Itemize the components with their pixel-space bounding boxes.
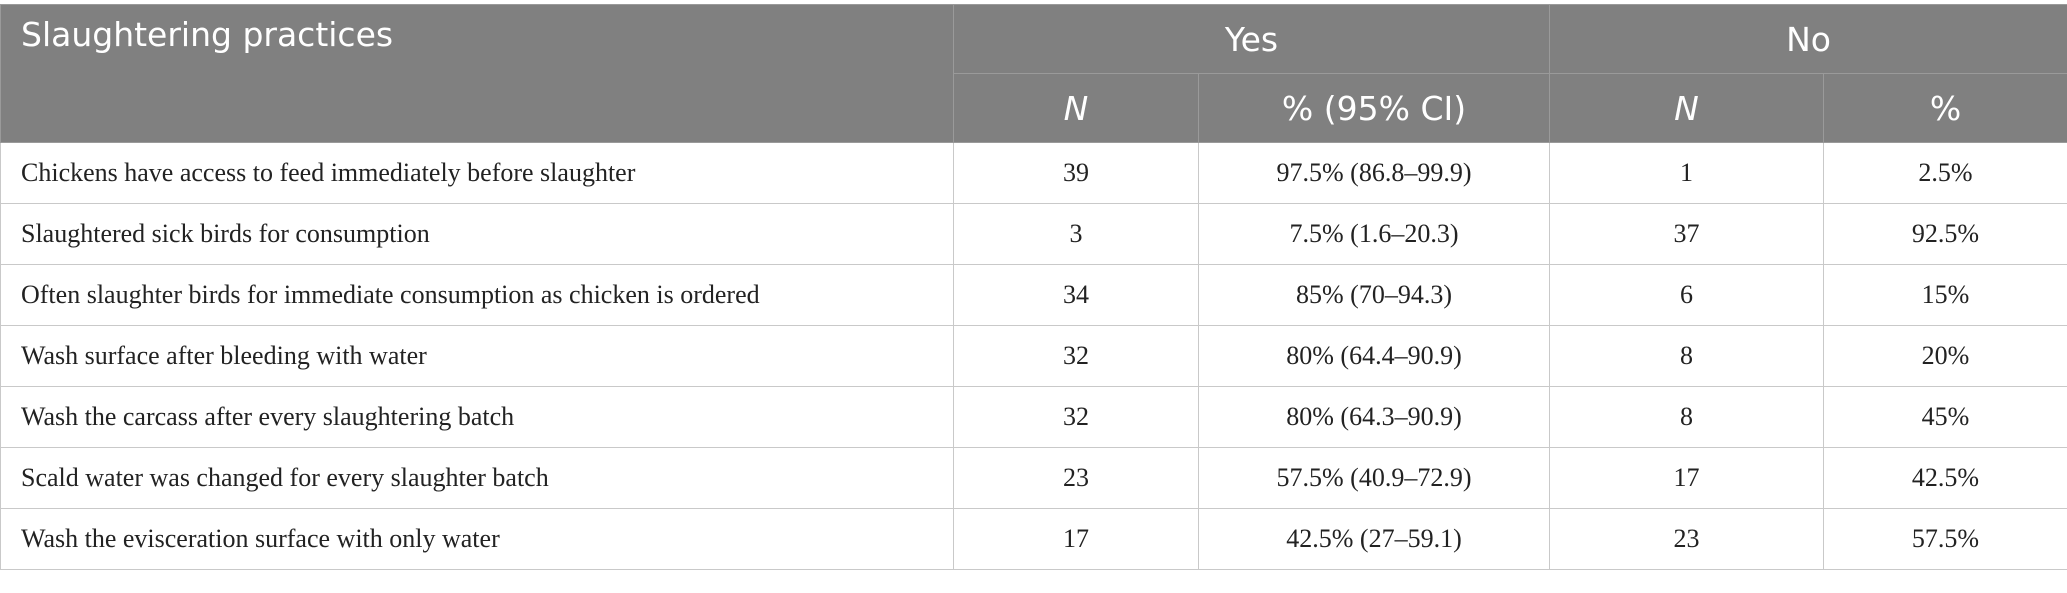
cell: 32 — [954, 326, 1199, 387]
table-row: Wash the evisceration surface with only … — [1, 509, 2067, 570]
table-row: Chickens have access to feed immediately… — [1, 143, 2067, 204]
row-label: Wash surface after bleeding with water — [1, 326, 954, 387]
cell: 80% (64.3–90.9) — [1199, 387, 1550, 448]
row-label: Wash the evisceration surface with only … — [1, 509, 954, 570]
cell: 2.5% — [1824, 143, 2067, 204]
cell: 20% — [1824, 326, 2067, 387]
row-label: Often slaughter birds for immediate cons… — [1, 265, 954, 326]
group-header: Yes — [954, 5, 1550, 74]
cell: 23 — [1550, 509, 1824, 570]
subheader: N — [1550, 74, 1824, 143]
cell: 34 — [954, 265, 1199, 326]
header-row: Slaughtering practices Yes No — [1, 5, 2067, 74]
cell: 8 — [1550, 326, 1824, 387]
cell: 42.5% (27–59.1) — [1199, 509, 1550, 570]
cell: 3 — [954, 204, 1199, 265]
row-label: Scald water was changed for every slaugh… — [1, 448, 954, 509]
row-label: Slaughtered sick birds for consumption — [1, 204, 954, 265]
cell: 7.5% (1.6–20.3) — [1199, 204, 1550, 265]
cell: 17 — [954, 509, 1199, 570]
table-header: Slaughtering practices Yes No N% (95% CI… — [1, 5, 2067, 143]
cell: 80% (64.4–90.9) — [1199, 326, 1550, 387]
cell: 6 — [1550, 265, 1824, 326]
header-title: Slaughtering practices — [1, 5, 954, 143]
cell: 97.5% (86.8–99.9) — [1199, 143, 1550, 204]
table-row: Often slaughter birds for immediate cons… — [1, 265, 2067, 326]
cell: 23 — [954, 448, 1199, 509]
page: Slaughtering practices Yes No N% (95% CI… — [0, 4, 2067, 593]
cell: 17 — [1550, 448, 1824, 509]
cell: 37 — [1550, 204, 1824, 265]
cell: 85% (70–94.3) — [1199, 265, 1550, 326]
cell: 92.5% — [1824, 204, 2067, 265]
row-label: Chickens have access to feed immediately… — [1, 143, 954, 204]
subheader: N — [954, 74, 1199, 143]
cell: 42.5% — [1824, 448, 2067, 509]
cell: 57.5% (40.9–72.9) — [1199, 448, 1550, 509]
table-body: Chickens have access to feed immediately… — [1, 143, 2067, 570]
subheader: % (95% CI) — [1199, 74, 1550, 143]
cell: 15% — [1824, 265, 2067, 326]
cell: 8 — [1550, 387, 1824, 448]
table-row: Scald water was changed for every slaugh… — [1, 448, 2067, 509]
row-label: Wash the carcass after every slaughterin… — [1, 387, 954, 448]
cell: 45% — [1824, 387, 2067, 448]
subheader: % — [1824, 74, 2067, 143]
cell: 32 — [954, 387, 1199, 448]
data-table: Slaughtering practices Yes No N% (95% CI… — [0, 4, 2067, 570]
table-row: Wash the carcass after every slaughterin… — [1, 387, 2067, 448]
cell: 57.5% — [1824, 509, 2067, 570]
cell: 39 — [954, 143, 1199, 204]
group-header: No — [1550, 5, 2067, 74]
cell: 1 — [1550, 143, 1824, 204]
